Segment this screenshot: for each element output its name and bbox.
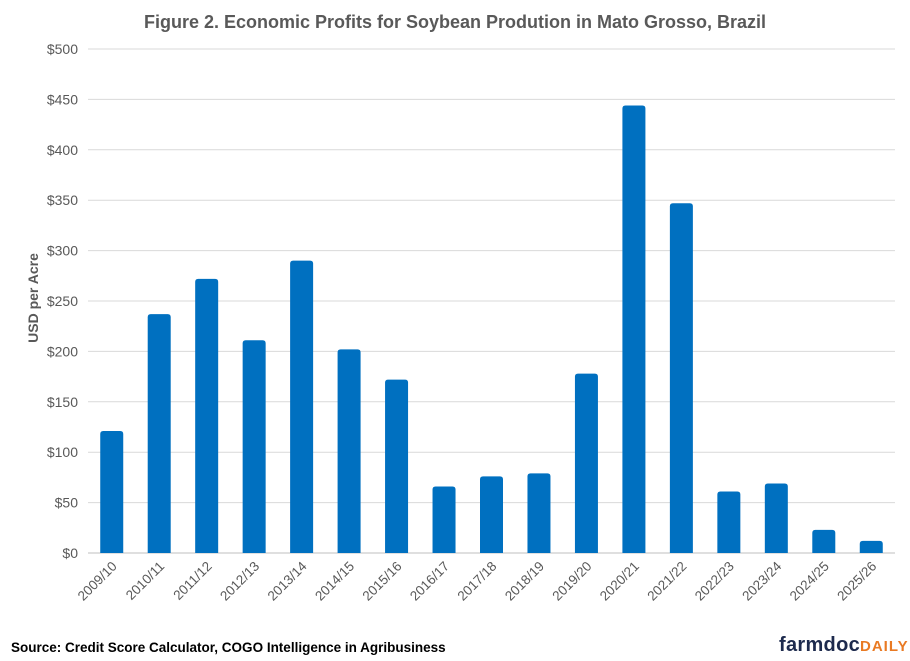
y-tick-label: $500 xyxy=(47,41,78,57)
bar xyxy=(195,278,219,553)
x-tick-label: 2014/15 xyxy=(312,559,357,604)
y-tick-label: $150 xyxy=(47,394,78,410)
x-tick-label: 2017/18 xyxy=(454,559,499,604)
x-tick-label: 2010/11 xyxy=(123,559,167,603)
logo-main: farmdoc xyxy=(779,634,861,656)
bar xyxy=(147,314,171,553)
y-tick-label: $50 xyxy=(55,495,79,511)
y-tick-label: $250 xyxy=(47,293,78,309)
x-tick-label: 2022/23 xyxy=(692,559,737,604)
bar xyxy=(574,373,598,553)
bar xyxy=(480,476,503,553)
bar xyxy=(859,540,883,553)
x-tick-label: 2021/22 xyxy=(644,559,689,604)
y-tick-label: $100 xyxy=(47,444,78,460)
x-tick-label: 2020/21 xyxy=(597,559,642,604)
farmdoc-daily-logo: farmdocDAILY xyxy=(779,634,909,657)
logo-accent: DAILY xyxy=(860,638,909,655)
bar xyxy=(337,349,361,553)
bar xyxy=(432,486,456,553)
source-note: Source: Credit Score Calculator, COGO In… xyxy=(11,640,446,655)
x-tick-label: 2016/17 xyxy=(407,559,452,604)
bar xyxy=(100,431,124,553)
y-tick-label: $450 xyxy=(47,91,78,107)
x-tick-label: 2024/25 xyxy=(787,559,832,604)
bar xyxy=(290,260,314,553)
bar xyxy=(622,105,646,553)
chart-title: Figure 2. Economic Profits for Soybean P… xyxy=(143,12,767,32)
bar xyxy=(812,529,836,553)
x-tick-label: 2011/12 xyxy=(170,559,214,603)
x-tick-label: 2015/16 xyxy=(360,559,405,604)
y-tick-label: $0 xyxy=(62,545,78,561)
bar xyxy=(717,491,741,553)
x-tick-label: 2018/19 xyxy=(502,559,547,604)
x-tick-label: 2025/26 xyxy=(834,559,879,604)
y-tick-label: $350 xyxy=(47,192,78,208)
x-tick-label: 2023/24 xyxy=(739,558,784,603)
x-tick-label: 2012/13 xyxy=(217,559,262,604)
bar xyxy=(527,473,551,553)
bar xyxy=(669,203,693,553)
y-tick-label: $400 xyxy=(47,142,78,158)
bar xyxy=(242,340,266,553)
y-tick-label: $300 xyxy=(47,243,78,259)
x-tick-label: 2013/14 xyxy=(265,558,310,603)
bar xyxy=(385,379,409,553)
bar xyxy=(764,483,788,553)
y-tick-label: $200 xyxy=(47,343,78,359)
x-tick-label: 2019/20 xyxy=(549,559,594,604)
x-tick-label: 2009/10 xyxy=(75,559,120,604)
